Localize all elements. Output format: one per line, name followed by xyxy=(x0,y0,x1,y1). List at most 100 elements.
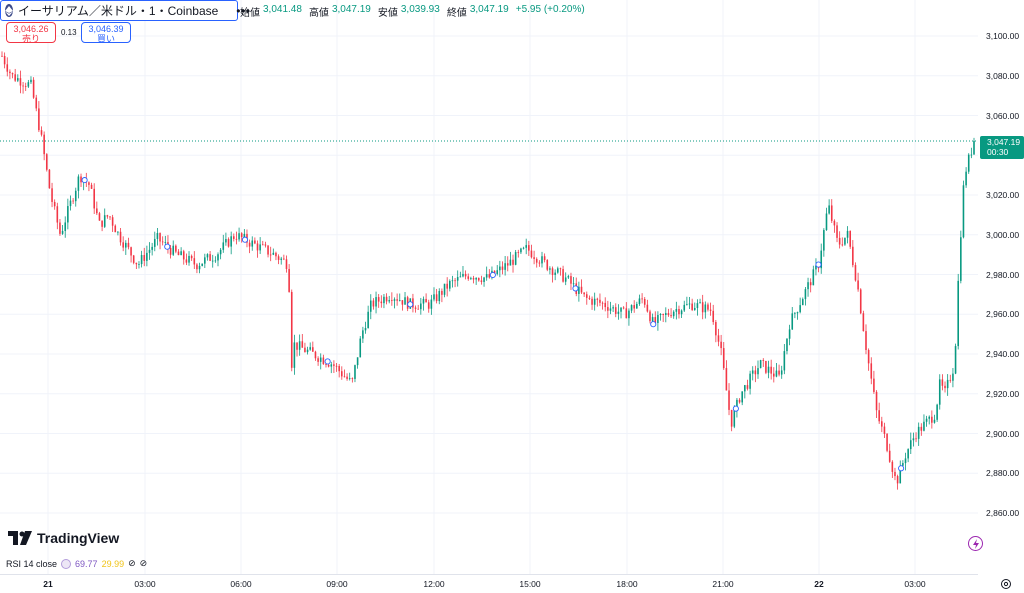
candle-body xyxy=(620,307,622,312)
candle-body xyxy=(74,190,77,202)
candle-body xyxy=(201,263,203,266)
candle-body xyxy=(896,476,899,484)
candle-body xyxy=(686,304,688,306)
candle-body xyxy=(3,55,6,65)
candle-body xyxy=(296,342,298,350)
candle-body xyxy=(954,346,957,374)
candle-body xyxy=(933,419,936,423)
buy-label: 買い xyxy=(96,34,115,44)
hide-icon[interactable]: ⊘ xyxy=(128,558,136,568)
candle-body xyxy=(261,244,264,246)
high-value: 3,047.19 xyxy=(331,4,371,15)
candle-body xyxy=(807,282,809,290)
candle-body xyxy=(804,289,807,300)
candle-body xyxy=(923,421,925,431)
sell-button[interactable]: 3,046.26 売り xyxy=(6,22,56,44)
candle-body xyxy=(454,280,456,282)
candle-body xyxy=(665,313,667,316)
symbol-title[interactable]: イーサリアム／米ドル・1・Coinbase xyxy=(18,4,219,18)
candle-body xyxy=(878,410,880,422)
more-icon[interactable]: ••• xyxy=(236,3,251,18)
candle-body xyxy=(333,364,335,366)
candle-body xyxy=(630,305,633,311)
candle-body xyxy=(69,200,72,207)
price-tick: 3,060.00 xyxy=(986,110,1020,121)
candle-body xyxy=(680,310,683,315)
candle-body xyxy=(427,302,430,309)
candle-body xyxy=(317,358,319,362)
candle-body xyxy=(248,242,251,247)
candle-body xyxy=(309,347,311,350)
price-chart[interactable] xyxy=(0,0,978,574)
candle-body xyxy=(127,242,130,248)
candle-body xyxy=(111,217,114,226)
candle-body xyxy=(417,308,419,310)
candle-body xyxy=(391,300,393,301)
candle-body xyxy=(622,307,625,309)
low-label: 安値 xyxy=(377,8,398,19)
candle-body xyxy=(509,259,512,266)
candle-body xyxy=(886,433,888,451)
candle-body xyxy=(786,338,788,352)
candle-body xyxy=(109,216,111,218)
candle-body xyxy=(240,233,243,238)
candle-body xyxy=(638,298,641,304)
candle-body xyxy=(783,351,786,371)
event-marker xyxy=(164,243,171,250)
candle-body xyxy=(441,290,443,295)
candle-body xyxy=(485,274,488,278)
tradingview-logo[interactable]: TradingView xyxy=(8,530,119,546)
symbol-header[interactable]: イーサリアム／米ドル・1・Coinbase ••• xyxy=(0,0,250,21)
candle-body xyxy=(470,278,472,279)
candle-body xyxy=(925,418,928,422)
candle-body xyxy=(612,307,614,309)
candle-body xyxy=(422,298,425,304)
candle-body xyxy=(103,215,106,227)
candle-body xyxy=(56,206,59,223)
candle-body xyxy=(359,338,362,358)
event-marker xyxy=(898,465,905,472)
candle-body xyxy=(720,341,722,349)
candle-body xyxy=(380,301,383,304)
candle-body xyxy=(633,305,635,309)
candle-body xyxy=(506,263,509,266)
candle-body xyxy=(204,257,206,264)
candle-body xyxy=(770,366,772,374)
candle-body xyxy=(870,363,873,379)
candle-body xyxy=(730,409,733,427)
candle-body xyxy=(483,277,485,282)
rsi-legend[interactable]: RSI 14 close 69.77 29.99 ⊘ ⊘ xyxy=(6,558,147,569)
candle-body xyxy=(161,241,164,243)
candle-body xyxy=(143,255,146,261)
candle-body xyxy=(169,247,172,255)
candle-body xyxy=(754,370,757,375)
candle-body xyxy=(670,315,672,317)
time-axis[interactable]: 21 03:00 06:00 09:00 12:00 15:00 18:00 21:00 22 0… xyxy=(0,574,978,593)
candle-body xyxy=(38,108,40,131)
candle-body xyxy=(799,305,801,313)
buy-button[interactable]: 3,046.39 買い xyxy=(81,22,131,44)
candle-body xyxy=(801,299,804,306)
candle-body xyxy=(188,255,190,263)
candle-body xyxy=(836,225,838,238)
candle-body xyxy=(9,71,11,74)
candle-body xyxy=(493,270,496,274)
candle-body xyxy=(383,296,385,304)
last-price: 3,047.19 xyxy=(987,137,1021,147)
candle-body xyxy=(572,283,575,285)
candle-body xyxy=(101,220,103,227)
candle-body xyxy=(823,230,825,251)
price-tick: 3,020.00 xyxy=(986,190,1020,200)
candle-body xyxy=(570,276,572,284)
lightning-icon[interactable] xyxy=(968,536,983,551)
candle-body xyxy=(11,73,14,75)
ohlc-legend: 始値 3,041.48 高値 3,047.19 安値 3,039.93 終値 3,047… xyxy=(240,4,589,19)
hide-icon-2[interactable]: ⊘ xyxy=(139,558,148,568)
gear-icon[interactable] xyxy=(1000,578,1012,590)
candle-body xyxy=(27,82,30,87)
candle-body xyxy=(833,220,836,226)
price-tick: 2,900.00 xyxy=(986,428,1020,439)
price-axis[interactable]: 3,100.003,080.003,060.003,040.003,020.00… xyxy=(978,0,1024,572)
spread-value: 0.13 xyxy=(61,28,77,37)
candle-body xyxy=(894,471,896,477)
